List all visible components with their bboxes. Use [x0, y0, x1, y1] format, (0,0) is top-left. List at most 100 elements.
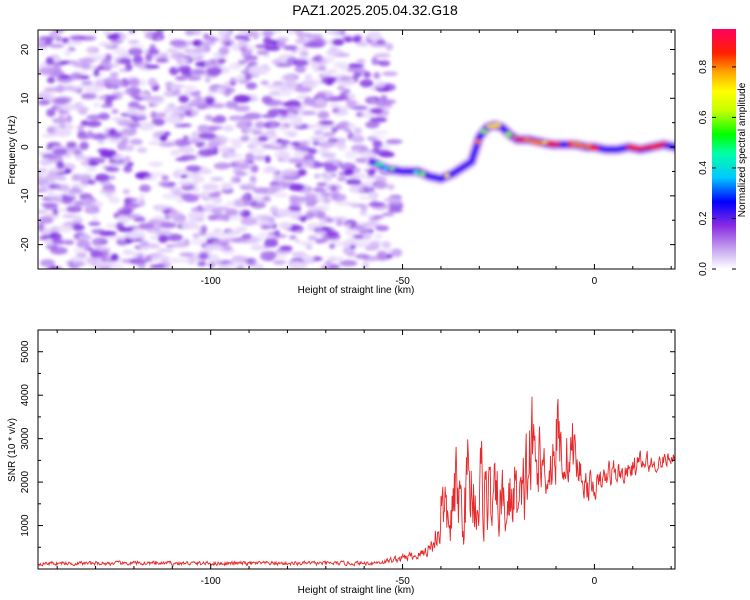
- y-tick-label: 1000: [20, 514, 31, 537]
- noise-blob: [145, 53, 153, 62]
- noise-blob: [73, 85, 88, 90]
- snr-panel: -100 -50 0 1000 2000 3000 4000 5000 Height of s…: [7, 329, 676, 596]
- noise-blob: [267, 40, 280, 45]
- noise-blob: [246, 120, 253, 127]
- noise-blob: [84, 205, 100, 215]
- ridge-hotspot: [632, 146, 643, 151]
- y-tick-label: -20: [20, 237, 31, 252]
- noise-blob: [218, 58, 227, 63]
- noise-blob: [231, 175, 237, 182]
- noise-blob: [329, 243, 336, 249]
- noise-blob: [226, 230, 241, 236]
- noise-blob: [240, 217, 258, 226]
- noise-blob: [150, 111, 157, 119]
- ridge-hotspot: [480, 129, 488, 134]
- chart-title: PAZ1.2025.205.04.32.G18: [292, 2, 458, 18]
- noise-blob: [182, 194, 199, 203]
- noise-blob: [167, 82, 178, 91]
- noise-blob: [337, 85, 346, 91]
- noise-blob: [351, 105, 368, 111]
- noise-blob: [324, 260, 332, 265]
- noise-blob: [145, 255, 152, 263]
- noise-blob: [174, 168, 190, 174]
- noise-blob: [279, 74, 297, 83]
- noise-blob: [295, 46, 309, 52]
- noise-blob: [263, 121, 277, 129]
- noise-blob: [127, 47, 144, 56]
- noise-blob: [182, 258, 199, 264]
- x-tick-label: -100: [201, 576, 221, 587]
- noise-blob: [235, 226, 248, 232]
- snr-ylabel: SNR (10 * v/v): [7, 418, 18, 482]
- noise-blob: [234, 105, 251, 112]
- noise-blob: [83, 198, 95, 207]
- noise-blob: [210, 103, 226, 109]
- signal-ridge: [365, 119, 675, 185]
- noise-blob: [156, 248, 174, 253]
- noise-blob: [77, 124, 85, 133]
- noise-blob: [103, 63, 120, 68]
- noise-blob: [46, 266, 63, 269]
- noise-blob: [130, 126, 137, 133]
- noise-blob: [321, 142, 337, 147]
- noise-blob: [299, 50, 309, 57]
- noise-blob: [244, 56, 251, 62]
- noise-blob: [260, 189, 270, 195]
- noise-blob: [127, 213, 141, 219]
- noise-blob: [229, 214, 241, 221]
- noise-blob: [250, 164, 259, 173]
- noise-blob: [360, 203, 368, 212]
- noise-blob: [352, 38, 361, 43]
- y-tick-label: 0: [20, 144, 31, 150]
- snr-xlabel: Height of straight line (km): [298, 585, 415, 596]
- noise-blob: [270, 184, 282, 190]
- noise-blob: [375, 225, 390, 232]
- noise-blob: [231, 141, 242, 149]
- noise-blob: [374, 80, 386, 89]
- noise-blob: [144, 175, 158, 182]
- noise-blob: [214, 258, 223, 263]
- noise-blob: [125, 62, 133, 72]
- noise-blob: [74, 153, 85, 161]
- noise-blob: [58, 114, 65, 119]
- noise-blob: [178, 65, 192, 73]
- noise-blob: [52, 97, 69, 105]
- noise-blob: [38, 216, 54, 225]
- noise-blob: [264, 155, 271, 164]
- spectrogram-heatmap: [38, 30, 675, 269]
- noise-blob: [312, 123, 323, 128]
- noise-blob: [255, 214, 272, 220]
- y-tick-label: -10: [20, 188, 31, 203]
- noise-blob: [38, 171, 48, 176]
- noise-blob: [244, 72, 252, 81]
- noise-blob: [199, 40, 216, 46]
- noise-blob: [191, 108, 200, 117]
- noise-blob: [307, 235, 318, 241]
- noise-blob: [123, 145, 135, 152]
- noise-blob: [257, 135, 269, 142]
- noise-blob: [178, 95, 190, 103]
- noise-blob: [170, 149, 181, 156]
- noise-blob: [94, 173, 110, 182]
- noise-blob: [252, 155, 268, 161]
- noise-blob: [378, 152, 395, 158]
- noise-blob: [210, 177, 224, 182]
- noise-blob: [144, 33, 154, 39]
- noise-blob: [298, 140, 311, 146]
- noise-blob: [50, 246, 68, 255]
- noise-blob: [70, 72, 82, 80]
- noise-blob: [372, 215, 385, 219]
- noise-blob: [329, 103, 341, 108]
- noise-blob: [239, 46, 248, 52]
- colorbar: 0.0 0.2 0.4 0.6 0.8 Normalized spectral ampl…: [698, 29, 748, 276]
- noise-blob: [216, 87, 224, 93]
- ridge-hotspot: [554, 141, 561, 147]
- noise-blob: [139, 78, 147, 87]
- noise-blob: [304, 73, 313, 82]
- noise-blob: [193, 173, 201, 182]
- noise-blob: [166, 48, 178, 54]
- ridge-hotspot: [523, 137, 531, 142]
- noise-blob: [88, 221, 101, 226]
- ridge-hotspot: [491, 122, 502, 128]
- noise-blob: [315, 188, 328, 193]
